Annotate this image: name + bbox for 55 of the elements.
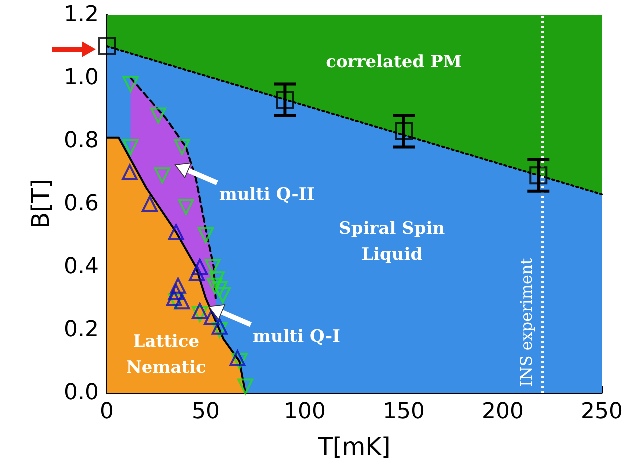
point xyxy=(238,378,254,395)
point xyxy=(230,350,246,366)
point xyxy=(150,108,166,124)
annotation: Spiral Spin Liquid xyxy=(339,218,446,265)
point xyxy=(174,294,190,310)
point xyxy=(122,164,138,180)
ref-line-label: INS experiment xyxy=(517,258,536,387)
point xyxy=(192,259,208,275)
point xyxy=(208,272,225,288)
point xyxy=(215,287,232,304)
point xyxy=(168,224,184,240)
point xyxy=(192,303,208,320)
annotation: multi Q-II xyxy=(219,185,315,206)
point xyxy=(122,76,139,92)
point xyxy=(170,278,186,294)
y-tick-label: 0.0 xyxy=(64,380,99,406)
point xyxy=(142,196,158,212)
point xyxy=(212,281,228,298)
annotation: multi Q-I xyxy=(253,326,341,347)
point xyxy=(206,278,223,294)
point xyxy=(154,168,170,184)
point xyxy=(189,265,206,282)
y-tick-label: 1.0 xyxy=(64,66,99,90)
point xyxy=(174,139,190,156)
x-tick-label: 150 xyxy=(383,400,425,424)
x-axis-title: T[mK] xyxy=(317,433,391,461)
point xyxy=(178,199,194,216)
annotation: correlated PM xyxy=(326,52,462,72)
x-tick-label: 50 xyxy=(192,400,220,424)
point xyxy=(232,354,248,370)
y-tick-label: 0.4 xyxy=(64,254,99,280)
point xyxy=(122,139,139,156)
point xyxy=(192,306,208,322)
y-tick-label: 1.2 xyxy=(64,2,99,28)
y-tick-label: 0.8 xyxy=(64,128,99,154)
point xyxy=(168,294,184,310)
point xyxy=(212,318,228,335)
point xyxy=(168,284,184,300)
point xyxy=(98,38,116,56)
x-tick-label: 0 xyxy=(100,400,114,424)
x-tick-label: 100 xyxy=(284,400,326,424)
y-axis-title: B[T] xyxy=(27,179,56,229)
annotation: Lattice Nematic xyxy=(126,332,206,378)
y-tick-label: 0.6 xyxy=(64,192,99,216)
point xyxy=(395,122,413,141)
point xyxy=(530,166,548,185)
x-tick-label: 200 xyxy=(482,400,524,424)
point xyxy=(204,259,221,275)
point xyxy=(276,91,294,110)
point xyxy=(166,290,182,306)
x-tick-label: 250 xyxy=(581,400,623,424)
point xyxy=(204,309,220,326)
y-tick-label: 0.2 xyxy=(64,318,99,342)
point xyxy=(198,228,214,244)
point xyxy=(212,322,228,338)
